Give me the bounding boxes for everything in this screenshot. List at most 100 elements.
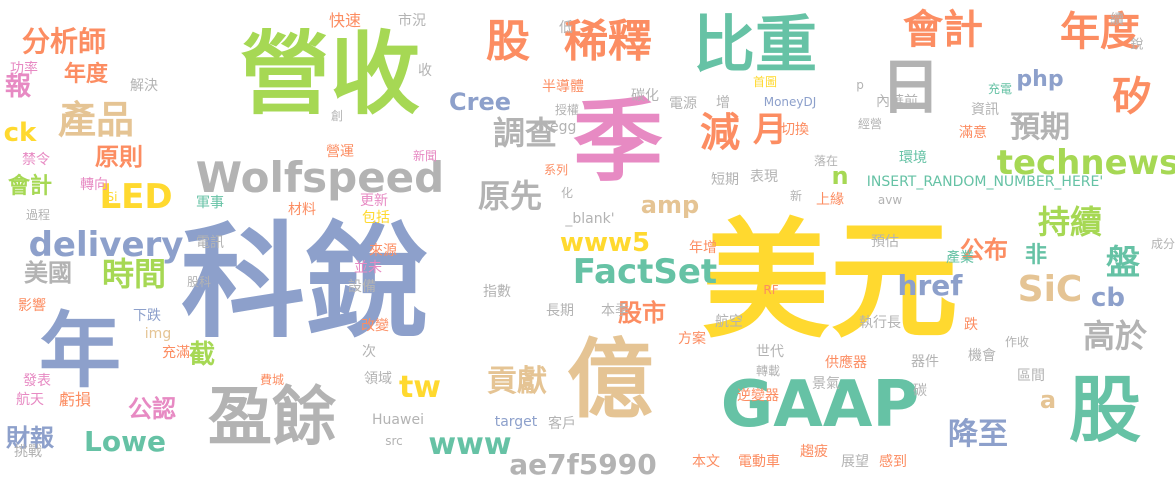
cloud-word: 趨疲 bbox=[800, 444, 828, 460]
cloud-word: cb bbox=[1090, 283, 1126, 313]
cloud-word: tw bbox=[398, 370, 442, 405]
cloud-word: 年度 bbox=[1060, 9, 1140, 55]
cloud-word: 時間 bbox=[101, 255, 167, 293]
cloud-word: SiC bbox=[1017, 269, 1083, 310]
cloud-word: 公布 bbox=[960, 236, 1008, 264]
cloud-word: 減 bbox=[700, 110, 740, 156]
cloud-word: 低 bbox=[559, 20, 573, 36]
cloud-word: 落在 bbox=[813, 154, 839, 168]
cloud-word: avw bbox=[877, 193, 903, 207]
cloud-word: 日 bbox=[870, 55, 940, 115]
cloud-word: 美國 bbox=[24, 259, 72, 287]
cloud-word: a bbox=[1039, 386, 1057, 414]
cloud-word: 月 bbox=[753, 110, 787, 150]
cloud-word: amp bbox=[640, 191, 700, 219]
cloud-word: 稀釋 bbox=[564, 16, 652, 67]
cloud-word: 設備 bbox=[348, 279, 376, 295]
cloud-word: 領域 bbox=[364, 371, 392, 387]
cloud-word: 上緣 bbox=[816, 192, 844, 208]
cloud-word: 航空 bbox=[715, 314, 743, 330]
cloud-word: 客戶 bbox=[548, 416, 576, 432]
cloud-word: 電源 bbox=[669, 96, 697, 112]
cloud-word: 逆變器 bbox=[737, 388, 779, 404]
cloud-word: ae7f5990 bbox=[509, 448, 657, 481]
cloud-word: 公認 bbox=[128, 395, 176, 423]
cloud-word: Cree bbox=[448, 88, 512, 116]
cloud-word: 營收 bbox=[240, 22, 420, 127]
cloud-word: 比重 bbox=[692, 8, 818, 81]
cloud-word: 報 bbox=[4, 72, 32, 102]
cloud-word: MoneyDJ bbox=[763, 95, 817, 109]
cloud-word: 成分 bbox=[1150, 237, 1175, 251]
cloud-word: 本文 bbox=[692, 454, 720, 470]
cloud-word: 季 bbox=[573, 89, 663, 194]
cloud-word: 會計 bbox=[7, 174, 53, 199]
cloud-word: 預期 bbox=[1010, 110, 1070, 145]
cloud-word: 感到 bbox=[879, 454, 907, 470]
cloud-word: 產品 bbox=[57, 98, 135, 142]
cloud-word: 器件 bbox=[911, 354, 939, 370]
cloud-word: 航天 bbox=[16, 392, 44, 408]
cloud-word: 內華前 bbox=[876, 94, 918, 110]
cloud-word: 軍事 bbox=[196, 195, 224, 211]
cloud-word: 改變 bbox=[361, 318, 389, 334]
cloud-word: 續 bbox=[1110, 12, 1124, 28]
cloud-word: FactSet bbox=[572, 252, 718, 292]
cloud-word: 盈餘 bbox=[208, 381, 336, 455]
cloud-word: 非 bbox=[1024, 243, 1048, 268]
cloud-word: Si bbox=[106, 190, 118, 204]
cloud-word: 經營 bbox=[857, 117, 883, 131]
cloud-word: 系列 bbox=[543, 163, 569, 177]
cloud-word: delivery bbox=[28, 225, 184, 265]
cloud-word: INSERT_RANDOM_NUMBER_HERE' bbox=[866, 174, 1104, 190]
cloud-word: 表現 bbox=[750, 169, 778, 185]
cloud-word: 年 bbox=[38, 304, 122, 399]
cloud-word: 半導體 bbox=[542, 79, 584, 95]
cloud-word: 包括 bbox=[362, 210, 390, 226]
cloud-word: RF bbox=[763, 283, 779, 297]
cloud-word: 快速 bbox=[328, 11, 362, 30]
cloud-word: Gregg bbox=[533, 119, 577, 135]
cloud-word: 高於 bbox=[1082, 317, 1148, 355]
cloud-word: 會計 bbox=[903, 7, 983, 53]
cloud-word: 虧損 bbox=[58, 390, 92, 409]
cloud-word: 新聞 bbox=[412, 149, 438, 163]
cloud-word: 調查 bbox=[492, 114, 558, 152]
cloud-word: 解決 bbox=[130, 78, 158, 94]
cloud-word: 切換 bbox=[781, 122, 809, 138]
cloud-word: 展望 bbox=[841, 454, 869, 470]
cloud-word: 預估 bbox=[871, 234, 899, 250]
cloud-word: 材料 bbox=[288, 202, 316, 218]
cloud-word: 執行長 bbox=[859, 315, 901, 331]
cloud-word: target bbox=[494, 414, 538, 430]
cloud-word: 分析師 bbox=[21, 25, 107, 58]
cloud-word: 盤 bbox=[1106, 243, 1140, 283]
cloud-word: 環境 bbox=[899, 150, 927, 166]
cloud-word: 並未 bbox=[354, 260, 382, 276]
cloud-word: 美元 bbox=[701, 207, 959, 356]
cloud-word: src bbox=[385, 434, 403, 448]
cloud-word: 轉載 bbox=[755, 364, 781, 378]
cloud-word: 化 bbox=[560, 186, 574, 200]
cloud-word: 充電 bbox=[987, 82, 1013, 96]
cloud-word: 充滿 bbox=[162, 345, 190, 361]
cloud-word: 年度 bbox=[63, 62, 109, 87]
cloud-word: 收 bbox=[418, 63, 432, 79]
cloud-word: 本季 bbox=[601, 303, 629, 319]
cloud-word: LED bbox=[99, 177, 173, 217]
cloud-word: 銳 bbox=[1130, 37, 1144, 53]
cloud-word: 轉向 bbox=[80, 177, 108, 193]
cloud-word: 景氣 bbox=[812, 376, 840, 392]
cloud-word: 世代 bbox=[756, 344, 784, 360]
cloud-word: 股 bbox=[486, 16, 530, 67]
cloud-word: 來源 bbox=[369, 243, 397, 259]
cloud-word: 股市 bbox=[618, 299, 666, 327]
cloud-word: 更新 bbox=[360, 193, 388, 209]
cloud-word: 方案 bbox=[678, 331, 706, 347]
cloud-word: 億 bbox=[567, 330, 653, 430]
cloud-word: ck bbox=[3, 118, 37, 148]
cloud-word: 降至 bbox=[948, 417, 1008, 452]
cloud-word: 跌 bbox=[964, 317, 978, 333]
cloud-word: 首圖 bbox=[752, 75, 778, 89]
